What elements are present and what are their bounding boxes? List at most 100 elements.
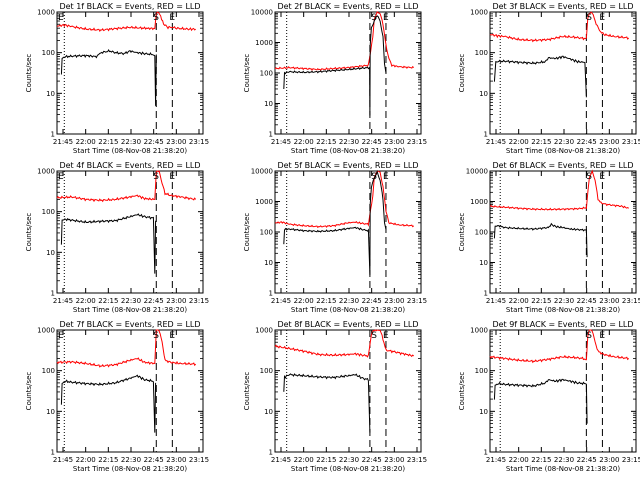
x-tick-label: 22:30 xyxy=(339,456,359,464)
x-axis-label: Start Time (08-Nov-08 21:38:20) xyxy=(291,147,405,155)
x-tick-label: 22:45 xyxy=(577,297,597,305)
series-lld-line xyxy=(274,170,415,229)
series-events-line xyxy=(283,373,371,433)
y-tick-label: 1 xyxy=(51,131,55,139)
y-tick-label: 1 xyxy=(484,131,488,139)
x-tick-label: 23:00 xyxy=(166,297,186,305)
y-tick-label: 10000 xyxy=(466,168,488,176)
x-tick-label: 23:15 xyxy=(189,456,209,464)
y-tick-label: 1000 xyxy=(470,327,488,335)
marker-letter: S xyxy=(586,331,592,341)
x-tick-label: 23:15 xyxy=(189,297,209,305)
x-tick-label: 21:45 xyxy=(53,138,73,146)
series-lld-line xyxy=(56,170,197,203)
marker-letter: E xyxy=(58,13,64,23)
x-axis-label: Start Time (08-Nov-08 21:38:20) xyxy=(506,147,620,155)
x-tick-label: 23:00 xyxy=(384,297,404,305)
x-tick-label: 23:15 xyxy=(622,297,640,305)
detector-panel: Det 4f BLACK = Events, RED = LLD 1 10 100 10… xyxy=(25,161,209,314)
marker-letter: S xyxy=(371,172,377,182)
y-axis-label: Counts/sec xyxy=(25,372,33,411)
x-tick-label: 21:45 xyxy=(486,138,506,146)
x-tick-label: 22:15 xyxy=(531,456,551,464)
y-tick-label: 1 xyxy=(484,449,488,457)
y-axis-label: Counts/sec xyxy=(243,54,251,93)
y-tick-label: 10 xyxy=(46,408,55,416)
x-tick-label: 22:30 xyxy=(554,138,574,146)
y-tick-label: 100 xyxy=(42,49,55,57)
x-tick-label: 22:00 xyxy=(76,297,96,305)
marker-letter: S xyxy=(371,331,377,341)
y-tick-label: 1 xyxy=(269,131,273,139)
x-axis-label: Start Time (08-Nov-08 21:38:20) xyxy=(506,306,620,314)
y-tick-label: 100 xyxy=(42,208,55,216)
x-axis-label: Start Time (08-Nov-08 21:38:20) xyxy=(73,465,187,473)
series-lld-line xyxy=(489,11,630,43)
marker-letter: S xyxy=(371,13,377,23)
y-tick-label: 1000 xyxy=(37,168,55,176)
plot-frame xyxy=(274,11,422,135)
x-tick-label: 22:45 xyxy=(144,456,164,464)
y-tick-label: 1000 xyxy=(255,198,273,206)
x-tick-label: 22:00 xyxy=(294,297,314,305)
panel-title: Det 5f BLACK = Events, RED = LLD xyxy=(277,161,418,170)
y-tick-label: 10 xyxy=(479,408,488,416)
marker-letter: E xyxy=(383,13,389,23)
panel-title: Det 9f BLACK = Events, RED = LLD xyxy=(492,320,633,329)
y-tick-label: 10 xyxy=(264,259,273,267)
y-tick-label: 1 xyxy=(269,449,273,457)
x-tick-label: 22:45 xyxy=(362,456,382,464)
y-tick-label: 10 xyxy=(479,90,488,98)
x-tick-label: 22:00 xyxy=(294,138,314,146)
x-axis-label: Start Time (08-Nov-08 21:38:20) xyxy=(73,306,187,314)
y-tick-label: 1000 xyxy=(255,327,273,335)
plot-frame xyxy=(274,329,422,453)
x-tick-label: 22:15 xyxy=(98,456,118,464)
x-tick-label: 21:45 xyxy=(53,297,73,305)
plot-frame xyxy=(56,11,204,135)
x-tick-label: 22:45 xyxy=(144,297,164,305)
x-axis-label: Start Time (08-Nov-08 21:38:20) xyxy=(291,306,405,314)
y-tick-label: 100 xyxy=(260,367,273,375)
x-tick-label: 22:15 xyxy=(98,297,118,305)
series-events-line xyxy=(283,15,387,116)
panel-title: Det 6f BLACK = Events, RED = LLD xyxy=(492,161,633,170)
x-tick-label: 23:00 xyxy=(166,138,186,146)
marker-letter: S xyxy=(153,331,159,341)
series-lld-line xyxy=(489,169,629,211)
marker-letter: E xyxy=(599,13,605,23)
series-events-line xyxy=(60,213,157,274)
x-tick-label: 22:00 xyxy=(509,138,529,146)
detector-panel: Det 7f BLACK = Events, RED = LLD 1 10 100 10… xyxy=(25,320,209,473)
marker-letter: E xyxy=(169,172,175,182)
x-axis-label: Start Time (08-Nov-08 21:38:20) xyxy=(291,465,405,473)
plot-frame xyxy=(489,170,637,294)
marker-letter: S xyxy=(586,172,592,182)
detector-panel: Det 8f BLACK = Events, RED = LLD 1 10 100 10… xyxy=(243,320,427,473)
y-tick-label: 100 xyxy=(260,229,273,237)
detector-panel: Det 3f BLACK = Events, RED = LLD 1 10 100 10… xyxy=(458,2,640,155)
x-axis-label: Start Time (08-Nov-08 21:38:20) xyxy=(73,147,187,155)
series-lld-line xyxy=(56,329,197,368)
x-tick-label: 22:30 xyxy=(339,138,359,146)
marker-letter: S xyxy=(153,172,159,182)
y-tick-label: 10 xyxy=(479,259,488,267)
panel-title: Det 1f BLACK = Events, RED = LLD xyxy=(59,2,200,11)
x-tick-label: 23:00 xyxy=(599,456,619,464)
y-tick-label: 100 xyxy=(42,367,55,375)
marker-letter: E xyxy=(58,331,64,341)
series-events-line xyxy=(493,55,587,98)
panel-title: Det 8f BLACK = Events, RED = LLD xyxy=(277,320,418,329)
x-tick-label: 21:45 xyxy=(486,456,506,464)
y-tick-label: 10 xyxy=(264,408,273,416)
x-tick-label: 22:15 xyxy=(316,456,336,464)
x-tick-label: 23:15 xyxy=(407,297,427,305)
y-axis-label: Counts/sec xyxy=(25,213,33,252)
marker-letter: E xyxy=(599,331,605,341)
x-tick-label: 22:15 xyxy=(98,138,118,146)
x-tick-label: 22:15 xyxy=(316,138,336,146)
x-tick-label: 22:00 xyxy=(509,297,529,305)
marker-letter: E xyxy=(383,172,389,182)
plot-frame xyxy=(489,329,637,453)
